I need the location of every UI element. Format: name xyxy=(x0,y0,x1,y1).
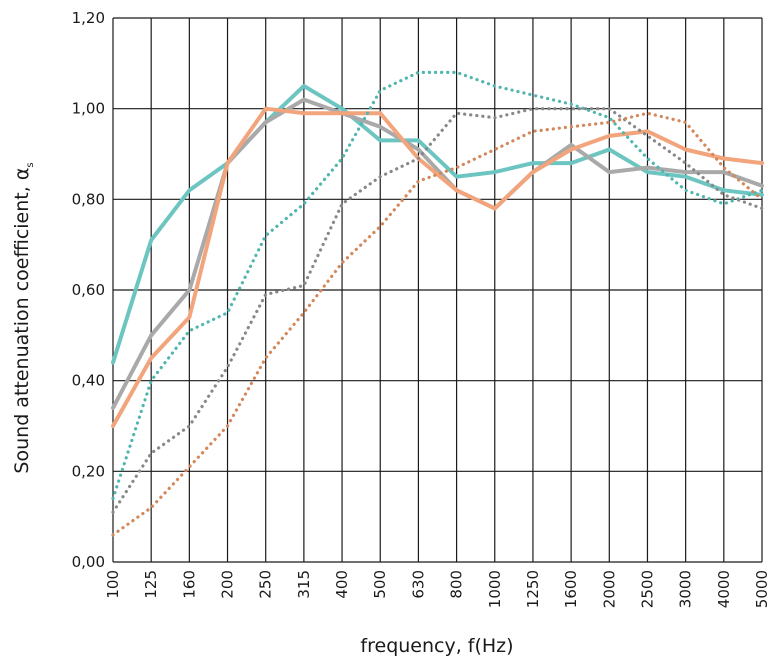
x-tick-label: 800 xyxy=(448,570,466,599)
y-tick-label: 1,20 xyxy=(72,9,105,27)
series-line-4-dotted xyxy=(111,70,764,501)
x-tick-label: 125 xyxy=(142,570,160,599)
x-tick-label: 250 xyxy=(257,570,275,599)
x-tick-label: 200 xyxy=(219,570,237,599)
x-tick-label: 630 xyxy=(409,570,427,599)
x-tick-label: 1600 xyxy=(562,570,580,608)
series-line-1-solid xyxy=(111,84,764,365)
series-line-5-dotted xyxy=(111,107,764,514)
x-tick-label: 500 xyxy=(371,570,389,599)
x-tick-label: 5000 xyxy=(753,570,770,608)
y-tick-label: 0,40 xyxy=(72,372,105,390)
x-tick-label: 160 xyxy=(180,570,198,599)
x-axis-title: frequency, f(Hz) xyxy=(360,635,513,657)
x-tick-label: 2000 xyxy=(600,570,618,608)
tick-labels: 0,00 0,20 0,40 0,60 0,80 1,00 1,20 100 125 160 200… xyxy=(72,9,770,608)
series-layer xyxy=(111,70,764,537)
x-tick-label: 100 xyxy=(104,570,122,599)
x-tick-label: 400 xyxy=(333,570,351,599)
x-tick-label: 3000 xyxy=(677,570,695,608)
grid xyxy=(112,17,763,563)
y-tick-label: 0,80 xyxy=(72,190,105,208)
y-tick-label: 0,00 xyxy=(72,553,105,571)
x-tick-label: 1000 xyxy=(486,570,504,608)
series-line-2-solid xyxy=(111,97,764,410)
x-tick-label: 2500 xyxy=(638,570,656,608)
x-tick-label: 4000 xyxy=(715,570,733,608)
y-tick-label: 0,60 xyxy=(72,281,105,299)
series-line-3-solid xyxy=(111,106,764,428)
y-axis-title-text: Sound attenuation coefficient, α xyxy=(11,168,33,474)
y-axis-title-subscript: s xyxy=(25,162,36,167)
x-tick-label: 315 xyxy=(295,570,313,599)
series-line-6-dotted xyxy=(111,111,764,537)
y-tick-label: 0,20 xyxy=(72,462,105,480)
x-tick-label: 1250 xyxy=(524,570,542,608)
y-axis-title: Sound attenuation coefficient, αs xyxy=(11,162,36,473)
y-tick-label: 1,00 xyxy=(72,100,105,118)
